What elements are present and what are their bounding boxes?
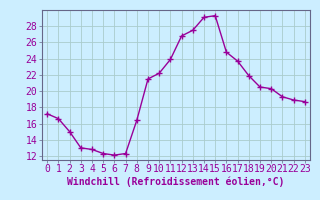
X-axis label: Windchill (Refroidissement éolien,°C): Windchill (Refroidissement éolien,°C)	[67, 177, 285, 187]
